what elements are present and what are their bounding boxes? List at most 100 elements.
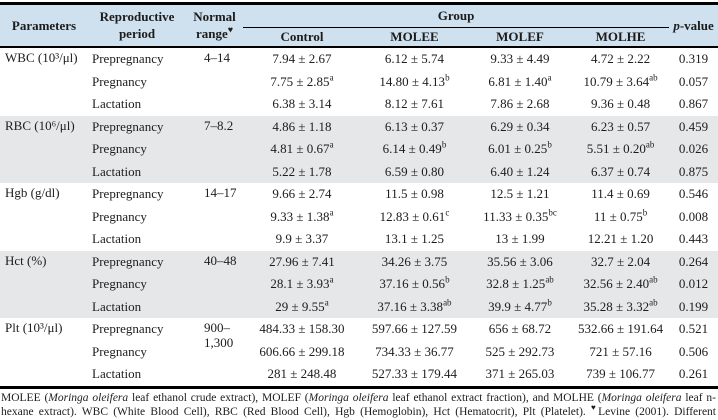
value-cell: 6.40 ± 1.24 xyxy=(490,163,550,179)
table-row: Lactation 29 ± 9.55a 37.16 ± 3.38ab 39.9 ± … xyxy=(0,296,718,319)
value-cell: 281 ± 248.48 xyxy=(267,366,337,382)
normal-range-reference-marker: ♥ xyxy=(227,24,234,35)
value-cell: 11.33 ± 0.35bc xyxy=(483,207,557,224)
parameter-section: Hgb (g/dl) Prepregnancy 14–17 9.66 ± 2.74 11… xyxy=(0,183,718,251)
header-parameters: Parameters xyxy=(0,3,88,49)
superscript-marker: ab xyxy=(649,275,658,286)
value-cell: 9.9 ± 3.37 xyxy=(275,231,329,247)
value-cell: 7.94 ± 2.67 xyxy=(272,51,332,67)
p-value-cell: 0.008 xyxy=(678,208,709,224)
value-cell: 35.28 ± 3.32ab xyxy=(583,297,658,314)
superscript-marker: ab xyxy=(649,297,658,308)
reproductive-period-cell: Pregnancy xyxy=(92,73,147,89)
header-group-molhe: MOLHE xyxy=(572,27,670,49)
value-cell: 9.33 ± 4.49 xyxy=(490,51,550,67)
value-cell: 656 ± 68.72 xyxy=(488,321,552,337)
header-group: Group xyxy=(243,3,670,28)
p-value-italic-p: p xyxy=(673,17,680,33)
value-cell: 14.80 ± 4.13b xyxy=(379,72,450,89)
value-cell: 6.59 ± 0.80 xyxy=(384,163,445,179)
parameter-label: Hct (%) xyxy=(5,252,47,268)
value-cell: 35.56 ± 3.06 xyxy=(487,253,553,269)
table-row: Lactation 9.9 ± 3.37 13.1 ± 1.25 13 ± 1.99 1… xyxy=(0,228,718,251)
p-value-rest: -value xyxy=(679,17,714,33)
table-row: Pregnancy 7.75 ± 2.85a 14.80 ± 4.13b 6.81 ±… xyxy=(0,71,718,94)
p-value-cell: 0.199 xyxy=(678,298,709,314)
superscript-marker: a xyxy=(329,207,334,218)
value-cell: 6.38 ± 3.14 xyxy=(272,96,332,112)
value-cell: 37.16 ± 0.56b xyxy=(379,275,450,292)
header-group-molef: MOLEF xyxy=(468,27,572,49)
parameter-section: Plt (10³/μl) Prepregnancy 900–1,300 484.33 … xyxy=(0,318,718,387)
table-footnote: MOLEE (Moringa oleifera leaf ethanol cru… xyxy=(0,392,718,420)
value-cell: 13 ± 1.99 xyxy=(495,231,545,247)
reproductive-period-cell: Prepregnancy xyxy=(92,253,164,269)
reproductive-period-cell: Lactation xyxy=(92,163,142,179)
p-value-cell: 0.867 xyxy=(678,96,709,112)
value-cell: 532.66 ± 191.64 xyxy=(577,321,664,337)
reproductive-period-cell: Pregnancy xyxy=(92,276,147,292)
reproductive-period-cell: Pregnancy xyxy=(92,141,147,157)
value-cell: 6.23 ± 0.57 xyxy=(590,118,651,134)
normal-range-cell: 7–8.2 xyxy=(204,117,234,133)
value-cell: 734.33 ± 36.77 xyxy=(375,343,454,359)
table-row: Lactation 281 ± 248.48 527.33 ± 179.44 371 … xyxy=(0,363,718,387)
reproductive-period-cell: Prepregnancy xyxy=(92,186,164,202)
parameter-section: Hct (%) Prepregnancy 40–48 27.96 ± 7.41 34.2… xyxy=(0,250,718,319)
normal-range-cell: 4–14 xyxy=(204,50,230,66)
superscript-marker: b xyxy=(642,207,648,218)
value-cell: 527.33 ± 179.44 xyxy=(371,366,458,382)
value-cell: 484.33 ± 158.30 xyxy=(259,321,345,337)
value-cell: 6.01 ± 0.25b xyxy=(488,140,552,157)
parameter-label: Plt (10³/μl) xyxy=(5,320,63,336)
table-row: RBC (10⁶/μl) Prepregnancy 7–8.2 4.86 ± 1.18… xyxy=(0,116,718,139)
footnote-text-segment: Moringa oleifera xyxy=(48,391,129,404)
footnote-text-segment: leaf ethanol crude extract), MOLEF ( xyxy=(128,391,309,404)
parameter-section: WBC (10³/μl) Prepregnancy 4–14 7.94 ± 2.67 6… xyxy=(0,47,718,116)
value-cell: 28.1 ± 3.93a xyxy=(270,275,334,292)
p-value-cell: 0.546 xyxy=(678,186,709,202)
value-cell: 32.8 ± 1.25ab xyxy=(486,275,554,292)
p-value-cell: 0.443 xyxy=(678,231,709,247)
superscript-marker: a xyxy=(324,297,329,308)
footnote-text-segment: Moringa oleifera xyxy=(308,391,389,404)
value-cell: 27.96 ± 7.41 xyxy=(269,253,335,269)
header-normal-range: Normal range♥ xyxy=(186,3,243,49)
value-cell: 11.4 ± 0.69 xyxy=(591,186,650,202)
header-group-control: Control xyxy=(243,27,361,49)
table-row: Pregnancy 28.1 ± 3.93a 37.16 ± 0.56b 32.8 ±… xyxy=(0,273,718,296)
p-value-cell: 0.261 xyxy=(678,366,709,382)
table-header: Parameters Reproductive period Normal ra… xyxy=(0,3,718,49)
p-value-cell: 0.875 xyxy=(678,163,709,179)
value-cell: 9.33 ± 1.38a xyxy=(270,207,334,224)
value-cell: 32.7 ± 2.04 xyxy=(590,253,651,269)
reproductive-period-cell: Prepregnancy xyxy=(92,118,164,134)
value-cell: 525 ± 292.73 xyxy=(485,343,555,359)
value-cell: 5.22 ± 1.78 xyxy=(272,163,332,179)
value-cell: 11.5 ± 0.98 xyxy=(385,186,444,202)
value-cell: 29 ± 9.55a xyxy=(275,297,329,314)
reproductive-period-cell: Prepregnancy xyxy=(92,51,164,67)
p-value-cell: 0.459 xyxy=(678,118,709,134)
table-row: Lactation 6.38 ± 3.14 8.12 ± 7.61 7.86 ± 2.… xyxy=(0,93,718,116)
superscript-marker: a xyxy=(329,72,334,83)
value-cell: 4.86 ± 1.18 xyxy=(272,118,332,134)
reproductive-period-cell: Lactation xyxy=(92,366,142,382)
table-row: Hgb (g/dl) Prepregnancy 14–17 9.66 ± 2.74 11… xyxy=(0,183,718,206)
superscript-marker: b xyxy=(547,140,552,151)
table-row: Pregnancy 4.81 ± 0.67a 6.14 ± 0.49b 6.01 ± … xyxy=(0,138,718,161)
reproductive-period-cell: Lactation xyxy=(92,231,142,247)
value-cell: 34.26 ± 3.75 xyxy=(381,253,448,269)
header-normal-range-label: Normal range xyxy=(193,9,236,41)
reproductive-period-cell: Lactation xyxy=(92,298,142,314)
header-reproductive-period: Reproductive period xyxy=(88,3,186,49)
value-cell: 7.75 ± 2.85a xyxy=(270,72,334,89)
p-value-cell: 0.264 xyxy=(678,253,709,269)
value-cell: 597.66 ± 127.59 xyxy=(371,321,458,337)
normal-range-cell: 14–17 xyxy=(204,185,237,201)
parameter-label: WBC (10³/μl) xyxy=(5,50,78,66)
footnote-text-segment: MOLEE ( xyxy=(1,391,49,404)
table-row: Pregnancy 606.66 ± 299.18 734.33 ± 36.77 52… xyxy=(0,341,718,364)
value-cell: 12.5 ± 1.21 xyxy=(490,186,550,202)
